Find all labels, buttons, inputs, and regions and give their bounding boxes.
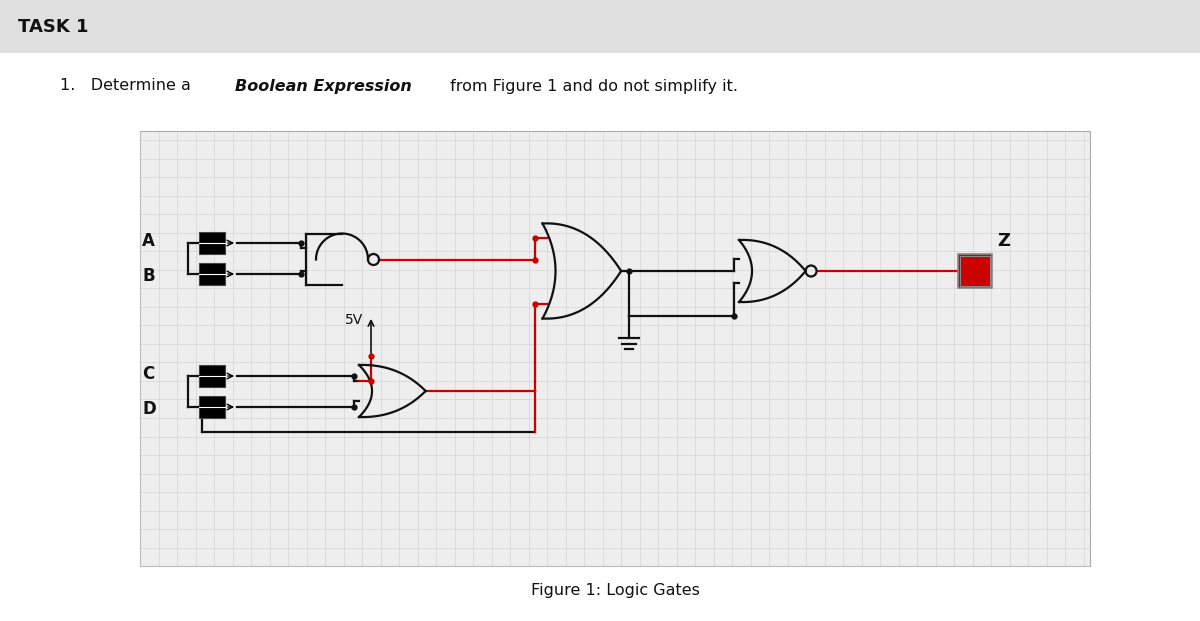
- Bar: [199, 263, 226, 285]
- Text: Boolean Expression: Boolean Expression: [235, 78, 412, 94]
- Bar: [199, 232, 226, 254]
- Text: D: D: [142, 400, 156, 418]
- Text: A: A: [142, 232, 155, 250]
- Bar: [199, 396, 226, 418]
- Text: C: C: [142, 365, 155, 383]
- Bar: [199, 365, 226, 387]
- Text: TASK 1: TASK 1: [18, 17, 89, 35]
- Bar: [958, 254, 992, 288]
- Text: 5V: 5V: [344, 313, 364, 327]
- Text: B: B: [142, 267, 155, 285]
- FancyBboxPatch shape: [0, 0, 1200, 53]
- Text: 1.   Determine a: 1. Determine a: [60, 78, 196, 94]
- Text: Z: Z: [997, 232, 1010, 250]
- Text: from Figure 1 and do not simplify it.: from Figure 1 and do not simplify it.: [445, 78, 738, 94]
- Text: Figure 1: Logic Gates: Figure 1: Logic Gates: [530, 584, 700, 599]
- FancyBboxPatch shape: [140, 131, 1090, 566]
- Bar: [960, 256, 990, 286]
